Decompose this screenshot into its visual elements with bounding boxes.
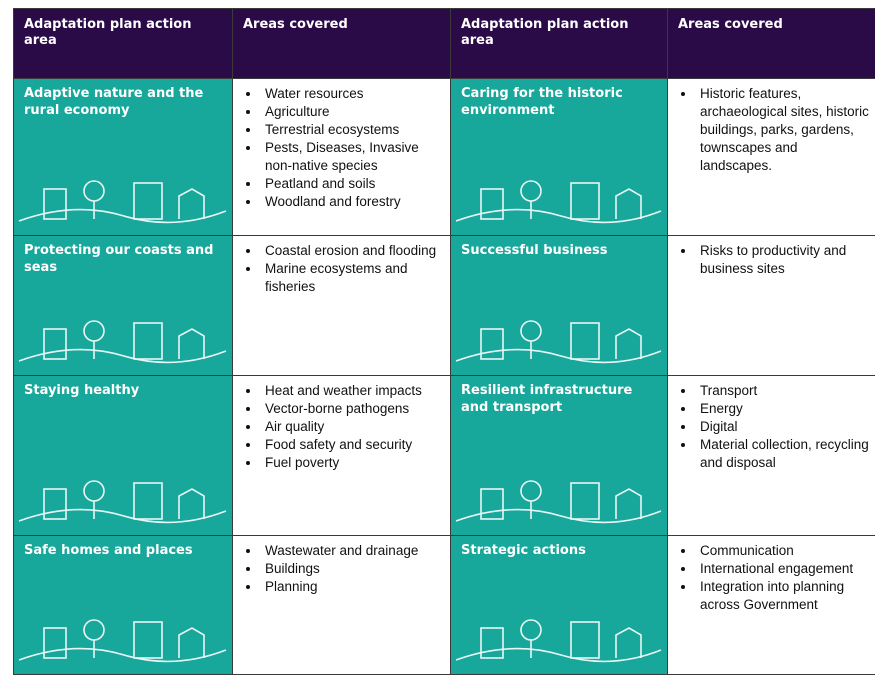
- area-cell: Staying healthy: [14, 376, 233, 536]
- area-cell: Successful business: [451, 236, 668, 376]
- area-cell: Adaptive nature and the rural economy: [14, 79, 233, 236]
- area-item: Air quality: [261, 418, 446, 436]
- area-item: Historic features, archaeological sites,…: [696, 85, 871, 175]
- header-cell: Adaptation plan action area: [451, 9, 668, 79]
- areas-list: Risks to productivity and business sites: [668, 242, 871, 278]
- area-cell: Caring for the historic environment: [451, 79, 668, 236]
- area-title: Adaptive nature and the rural economy: [14, 79, 232, 119]
- area-cell: Protecting our coasts and seas: [14, 236, 233, 376]
- area-title: Safe homes and places: [14, 536, 232, 559]
- area-item: Buildings: [261, 560, 446, 578]
- area-item: Pests, Diseases, Invasive non-native spe…: [261, 139, 446, 175]
- areas-list: Water resourcesAgricultureTerrestrial ec…: [233, 85, 446, 211]
- illustration: [14, 461, 231, 531]
- header-cell: Areas covered: [668, 9, 875, 79]
- area-item: Digital: [696, 418, 871, 436]
- area-title: Strategic actions: [451, 536, 667, 559]
- areas-list: Historic features, archaeological sites,…: [668, 85, 871, 175]
- area-item: Agriculture: [261, 103, 446, 121]
- areas-cell: Risks to productivity and business sites: [668, 236, 875, 376]
- area-item: Woodland and forestry: [261, 193, 446, 211]
- areas-cell: Coastal erosion and floodingMarine ecosy…: [233, 236, 451, 376]
- area-item: Energy: [696, 400, 871, 418]
- area-item: Planning: [261, 578, 446, 596]
- illustration: [14, 301, 231, 371]
- areas-cell: Wastewater and drainageBuildingsPlanning: [233, 536, 451, 675]
- area-item: Transport: [696, 382, 871, 400]
- header-cell: Areas covered: [233, 9, 451, 79]
- area-item: International engagement: [696, 560, 871, 578]
- area-item: Wastewater and drainage: [261, 542, 446, 560]
- areas-list: Wastewater and drainageBuildingsPlanning: [233, 542, 446, 596]
- area-item: Communication: [696, 542, 871, 560]
- table-row: Adaptive nature and the rural economyWat…: [14, 79, 875, 236]
- area-item: Coastal erosion and flooding: [261, 242, 446, 260]
- illustration: [14, 161, 231, 231]
- header-cell: Adaptation plan action area: [14, 9, 233, 79]
- area-item: Peatland and soils: [261, 175, 446, 193]
- area-cell: Strategic actions: [451, 536, 668, 675]
- area-item: Water resources: [261, 85, 446, 103]
- areas-cell: CommunicationInternational engagementInt…: [668, 536, 875, 675]
- area-title: Caring for the historic environment: [451, 79, 667, 119]
- area-cell: Resilient infrastructure and transport: [451, 376, 668, 536]
- area-cell: Safe homes and places: [14, 536, 233, 675]
- areas-cell: Heat and weather impactsVector-borne pat…: [233, 376, 451, 536]
- illustration: [451, 161, 666, 231]
- area-title: Successful business: [451, 236, 667, 259]
- areas-list: TransportEnergyDigitalMaterial collectio…: [668, 382, 871, 472]
- illustration: [451, 301, 666, 371]
- table-row: Staying healthyHeat and weather impactsV…: [14, 376, 875, 536]
- area-title: Protecting our coasts and seas: [14, 236, 232, 276]
- areas-cell: Water resourcesAgricultureTerrestrial ec…: [233, 79, 451, 236]
- area-item: Marine ecosystems and fisheries: [261, 260, 446, 296]
- table-body: Adaptive nature and the rural economyWat…: [14, 79, 875, 675]
- areas-cell: Historic features, archaeological sites,…: [668, 79, 875, 236]
- illustration: [451, 600, 666, 670]
- table-row: Protecting our coasts and seasCoastal er…: [14, 236, 875, 376]
- area-item: Food safety and security: [261, 436, 446, 454]
- areas-list: Heat and weather impactsVector-borne pat…: [233, 382, 446, 472]
- areas-list: CommunicationInternational engagementInt…: [668, 542, 871, 614]
- illustration: [451, 461, 666, 531]
- area-item: Heat and weather impacts: [261, 382, 446, 400]
- areas-cell: TransportEnergyDigitalMaterial collectio…: [668, 376, 875, 536]
- area-item: Risks to productivity and business sites: [696, 242, 871, 278]
- area-item: Terrestrial ecosystems: [261, 121, 446, 139]
- area-item: Vector-borne pathogens: [261, 400, 446, 418]
- area-item: Fuel poverty: [261, 454, 446, 472]
- area-item: Integration into planning across Governm…: [696, 578, 871, 614]
- illustration: [14, 600, 231, 670]
- area-title: Resilient infrastructure and transport: [451, 376, 667, 416]
- area-item: Material collection, recycling and dispo…: [696, 436, 871, 472]
- table-row: Safe homes and placesWastewater and drai…: [14, 536, 875, 675]
- areas-list: Coastal erosion and floodingMarine ecosy…: [233, 242, 446, 296]
- area-title: Staying healthy: [14, 376, 232, 399]
